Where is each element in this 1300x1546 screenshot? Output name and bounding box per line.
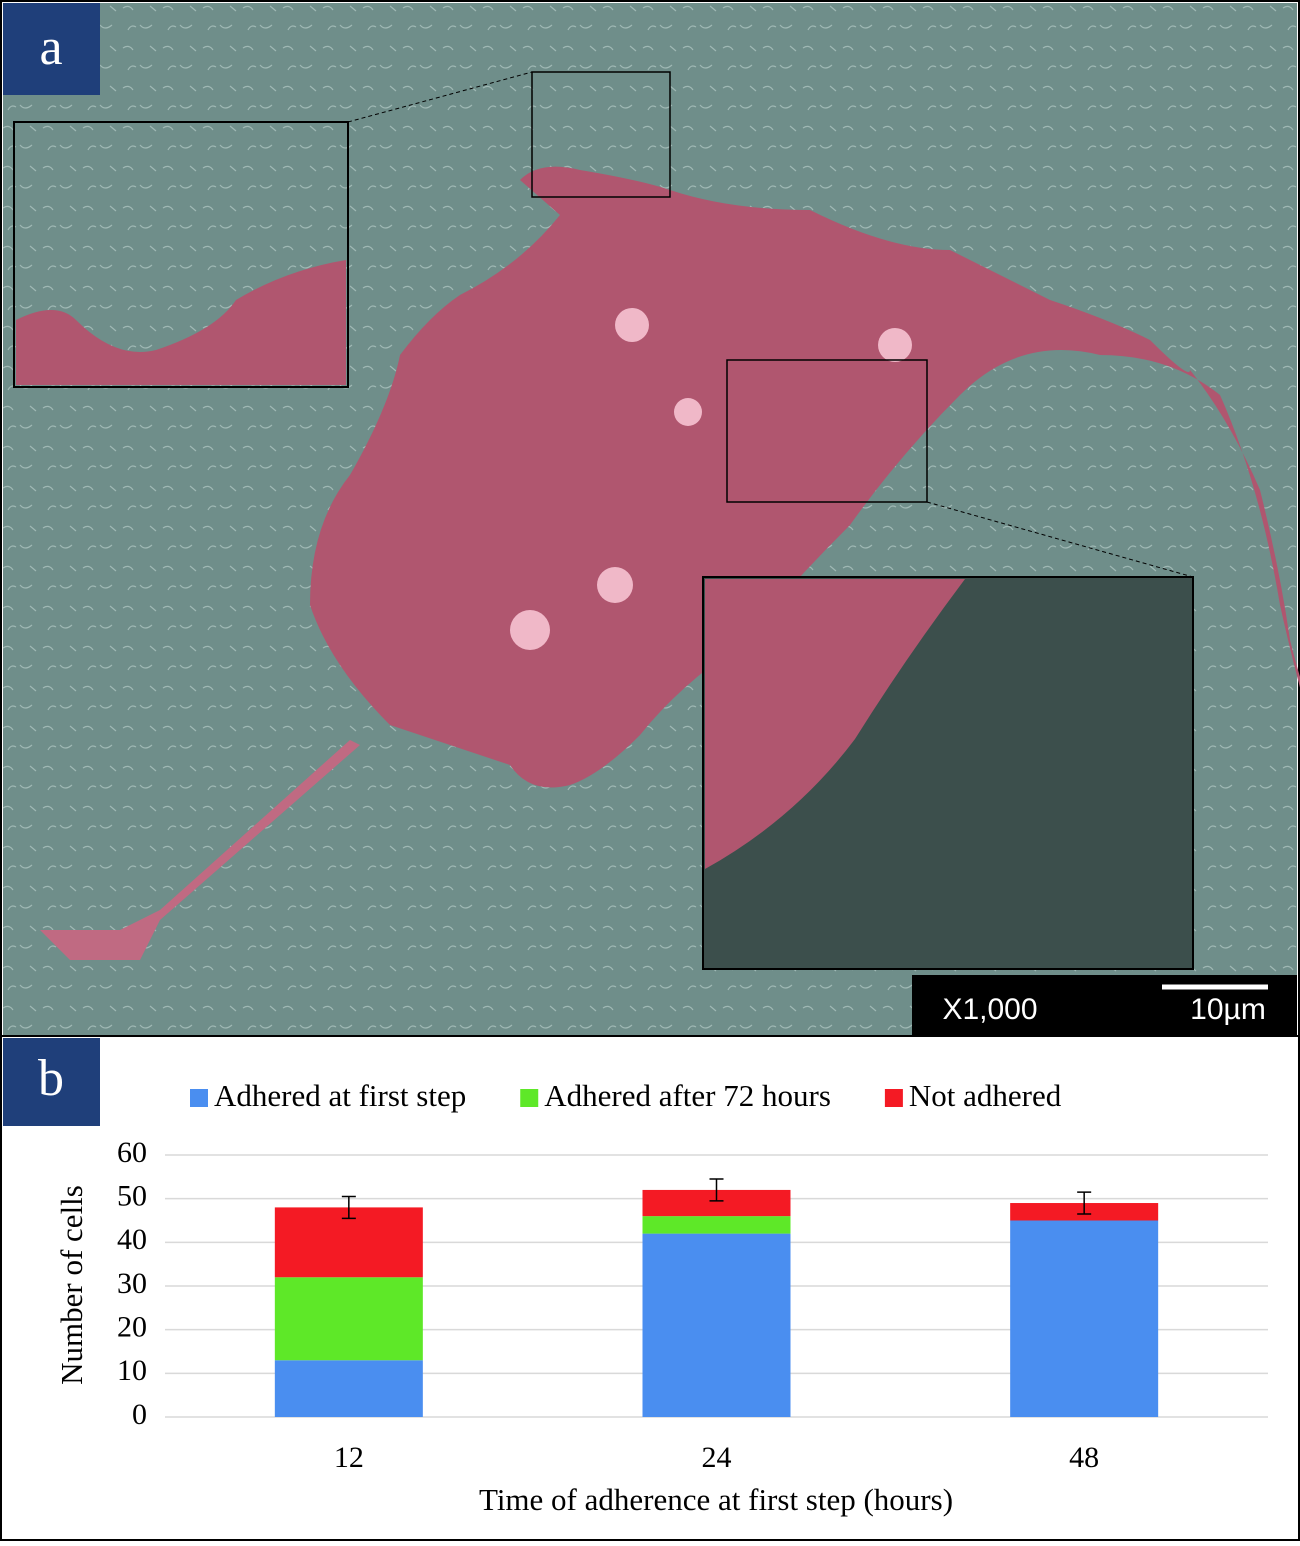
y-tick-label: 20 xyxy=(117,1311,147,1344)
bleb xyxy=(878,328,912,362)
error-bar xyxy=(1077,1191,1092,1215)
bar-segment xyxy=(642,1233,791,1417)
cell-process xyxy=(40,740,360,960)
x-tick-label: 12 xyxy=(334,1441,364,1474)
panel-label: a xyxy=(39,19,62,76)
x-axis-label: Time of adherence at first step (hours) xyxy=(479,1482,953,1517)
legend-swatch xyxy=(884,1089,903,1107)
bar-segment xyxy=(274,1277,423,1361)
zoom-line xyxy=(347,71,533,123)
y-tick-label: 60 xyxy=(117,1136,147,1169)
inset-cell xyxy=(16,260,346,385)
error-bar xyxy=(709,1178,724,1202)
x-tick-label: 24 xyxy=(702,1441,732,1474)
error-bar xyxy=(341,1195,356,1220)
legend-label: Not adhered xyxy=(909,1078,1062,1113)
legend-label: Adhered at first step xyxy=(214,1078,466,1113)
bleb xyxy=(597,567,633,603)
bar-segment xyxy=(274,1360,423,1417)
zoom-box xyxy=(726,359,928,503)
zoom-box xyxy=(531,71,671,198)
y-tick-label: 30 xyxy=(117,1267,147,1300)
y-tick-label: 50 xyxy=(117,1180,147,1213)
bleb xyxy=(615,308,649,342)
y-axis-label: Number of cells xyxy=(54,1185,89,1385)
bleb xyxy=(510,610,550,650)
micrograph: a X1,000 10µm xyxy=(3,3,1300,1035)
magnification: X1,000 xyxy=(942,993,1037,1026)
y-tick-label: 10 xyxy=(117,1354,147,1387)
legend-label: Adhered after 72 hours xyxy=(544,1078,831,1113)
bar-segment xyxy=(1010,1220,1159,1417)
x-tick-label: 48 xyxy=(1069,1441,1099,1474)
y-tick-label: 0 xyxy=(132,1398,147,1431)
panel-label-box xyxy=(3,1038,100,1126)
scale-label: 10µm xyxy=(1190,993,1266,1026)
panel-label-box xyxy=(3,3,100,95)
legend-swatch xyxy=(190,1089,208,1107)
panel-label: b xyxy=(38,1050,64,1107)
cell-body xyxy=(310,166,1300,788)
y-tick-label: 40 xyxy=(117,1223,147,1256)
legend-swatch xyxy=(520,1089,539,1107)
bar-segment xyxy=(642,1216,791,1234)
inset-cell xyxy=(705,579,965,869)
bleb xyxy=(674,398,702,426)
